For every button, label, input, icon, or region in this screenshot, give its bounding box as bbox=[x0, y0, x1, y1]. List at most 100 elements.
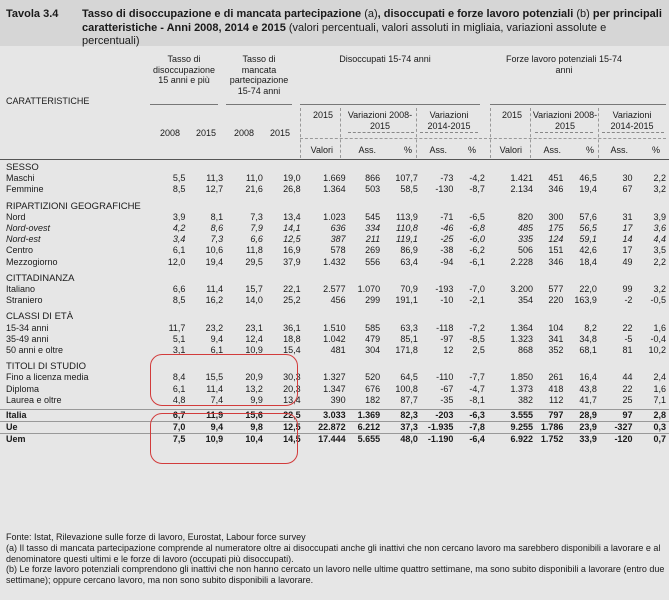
total-cell: 5.655 bbox=[348, 433, 384, 446]
table-cell: 481 bbox=[330, 345, 346, 356]
table-cell: 556 bbox=[365, 256, 381, 267]
table-cell: 21,6 bbox=[245, 184, 263, 195]
header-pct-b: % bbox=[467, 145, 476, 155]
table-cell: 636 bbox=[330, 223, 346, 234]
row-label: 35-49 anni bbox=[6, 333, 49, 344]
table-cell: 37,9 bbox=[283, 256, 301, 267]
total-cell: 23,9 bbox=[566, 421, 600, 434]
table-cell: 17 bbox=[622, 245, 633, 256]
table-cell: 30 bbox=[622, 173, 633, 184]
table-row: Maschi 5,5 11,3 11,0 19,0 1.669 866 107,7 -73 -4,… bbox=[0, 173, 669, 184]
header-2008-b: 2008 bbox=[233, 128, 254, 138]
table-cell: -7,7 bbox=[469, 372, 485, 383]
total-cell: 28,9 bbox=[566, 409, 600, 422]
header-valori-b: Valori bbox=[499, 145, 522, 155]
table-cell: 107,7 bbox=[395, 173, 418, 184]
table-cell: 1.510 bbox=[323, 322, 346, 333]
table-cell: 1.023 bbox=[323, 211, 346, 222]
table-cell: 119,1 bbox=[395, 234, 418, 245]
total-cell: 48,0 bbox=[383, 433, 421, 446]
header-pct-d: % bbox=[651, 145, 660, 155]
section-header: CITTADINANZA bbox=[0, 268, 669, 284]
total-cell: 33,9 bbox=[566, 433, 600, 446]
table-cell: 6,6 bbox=[250, 234, 263, 245]
row-label: 50 anni e oltre bbox=[6, 345, 64, 356]
table-cell: 36,1 bbox=[283, 322, 301, 333]
table-cell: 8,5 bbox=[172, 184, 186, 195]
table-cell: 585 bbox=[365, 322, 381, 333]
total-cell: 10,4 bbox=[226, 433, 266, 446]
table-cell: 503 bbox=[365, 184, 381, 195]
table-cell: -7,2 bbox=[469, 322, 485, 333]
table-cell: 299 bbox=[365, 295, 381, 306]
table-cell: 6,1 bbox=[210, 345, 224, 356]
table-cell: 4,4 bbox=[653, 234, 666, 245]
highlight-oval-eta bbox=[150, 354, 298, 406]
table-cell: 3,9 bbox=[172, 211, 186, 222]
total-cell: 6.922 bbox=[487, 433, 536, 446]
table-cell: 346 bbox=[548, 184, 564, 195]
footnote-b: (b) Le forze lavoro potenziali comprendo… bbox=[6, 564, 665, 586]
footnote-a: (a) Il tasso di mancata partecipazione c… bbox=[6, 542, 661, 564]
table-cell: 16,9 bbox=[283, 245, 301, 256]
table-cell: 63,3 bbox=[400, 322, 418, 333]
table-cell: 41,7 bbox=[579, 394, 597, 405]
row-label: Centro bbox=[6, 245, 34, 256]
total-cell: 7,0 bbox=[157, 421, 189, 434]
table-row: Centro 6,1 10,6 11,8 16,9 578 269 86,9 -38 -6,2 50… bbox=[0, 245, 669, 256]
table-cell: 866 bbox=[365, 173, 381, 184]
header-disocc-var1415: Variazioni 2014-2015 bbox=[427, 110, 471, 131]
table-cell: 100,8 bbox=[395, 383, 418, 394]
header-ass-c: Ass. bbox=[543, 145, 561, 155]
header-2008-a: 2008 bbox=[159, 128, 180, 138]
table-cell: 1.323 bbox=[510, 333, 533, 344]
table-cell: 44 bbox=[622, 372, 633, 383]
total-label: Italia bbox=[0, 409, 158, 422]
row-label: Nord bbox=[6, 211, 26, 222]
table-cell: 31 bbox=[622, 211, 633, 222]
table-cell: 22 bbox=[622, 383, 633, 394]
table-cell: 15,5 bbox=[205, 372, 224, 383]
section-title: CLASSI DI ETÀ bbox=[6, 311, 74, 323]
table-cell: -8,5 bbox=[469, 333, 485, 344]
table-cell: 34,8 bbox=[579, 333, 597, 344]
table-cell: 70,9 bbox=[400, 284, 418, 295]
table-cell: 3,9 bbox=[653, 211, 666, 222]
table-cell: 341 bbox=[548, 333, 564, 344]
table-cell: -4,2 bbox=[469, 173, 485, 184]
table-cell: -8,1 bbox=[469, 394, 485, 405]
table-cell: 1,6 bbox=[653, 322, 666, 333]
table-cell: 86,9 bbox=[400, 245, 418, 256]
table-cell: 304 bbox=[365, 345, 381, 356]
table-row: 50 anni e oltre 3,1 6,1 10,9 15,4 481 304 171,8… bbox=[0, 345, 669, 356]
table-cell: 10,6 bbox=[205, 245, 224, 256]
title-note-a: (a) bbox=[364, 8, 378, 20]
row-label: Femmine bbox=[6, 184, 44, 195]
table-cell: 2.134 bbox=[510, 184, 533, 195]
header-pct-a: % bbox=[403, 145, 412, 155]
table-cell: 261 bbox=[548, 372, 564, 383]
table-cell: 545 bbox=[365, 211, 381, 222]
table-cell: 334 bbox=[365, 223, 381, 234]
table-cell: 8,1 bbox=[210, 211, 224, 222]
table-cell: 12,4 bbox=[245, 333, 263, 344]
table-cell: 11,4 bbox=[206, 284, 224, 295]
table-row: Straniero 8,5 16,2 14,0 25,2 456 299 191,1 -10 -2… bbox=[0, 295, 669, 306]
section-title: CITTADINANZA bbox=[6, 272, 75, 284]
table-cell: 3,2 bbox=[653, 184, 666, 195]
total-cell: 0,3 bbox=[635, 421, 669, 434]
table-cell: 42,6 bbox=[579, 245, 597, 256]
table-cell: -25 bbox=[440, 234, 454, 245]
table-cell: -110 bbox=[436, 372, 454, 383]
table-cell: 2.577 bbox=[323, 284, 346, 295]
table-cell: 352 bbox=[548, 345, 564, 356]
table-cell: 506 bbox=[517, 245, 533, 256]
section-header: SESSO bbox=[0, 160, 669, 173]
table-cell: 104 bbox=[548, 322, 564, 333]
table-cell: 6,1 bbox=[172, 383, 186, 394]
table-cell: -5 bbox=[624, 333, 633, 344]
table-row: Italiano 6,6 11,4 15,7 22,1 2.577 1.070 70,9 -19… bbox=[0, 284, 669, 295]
total-cell: 6,7 bbox=[157, 409, 189, 422]
table-cell: 269 bbox=[365, 245, 381, 256]
table-cell: 68,1 bbox=[579, 345, 597, 356]
